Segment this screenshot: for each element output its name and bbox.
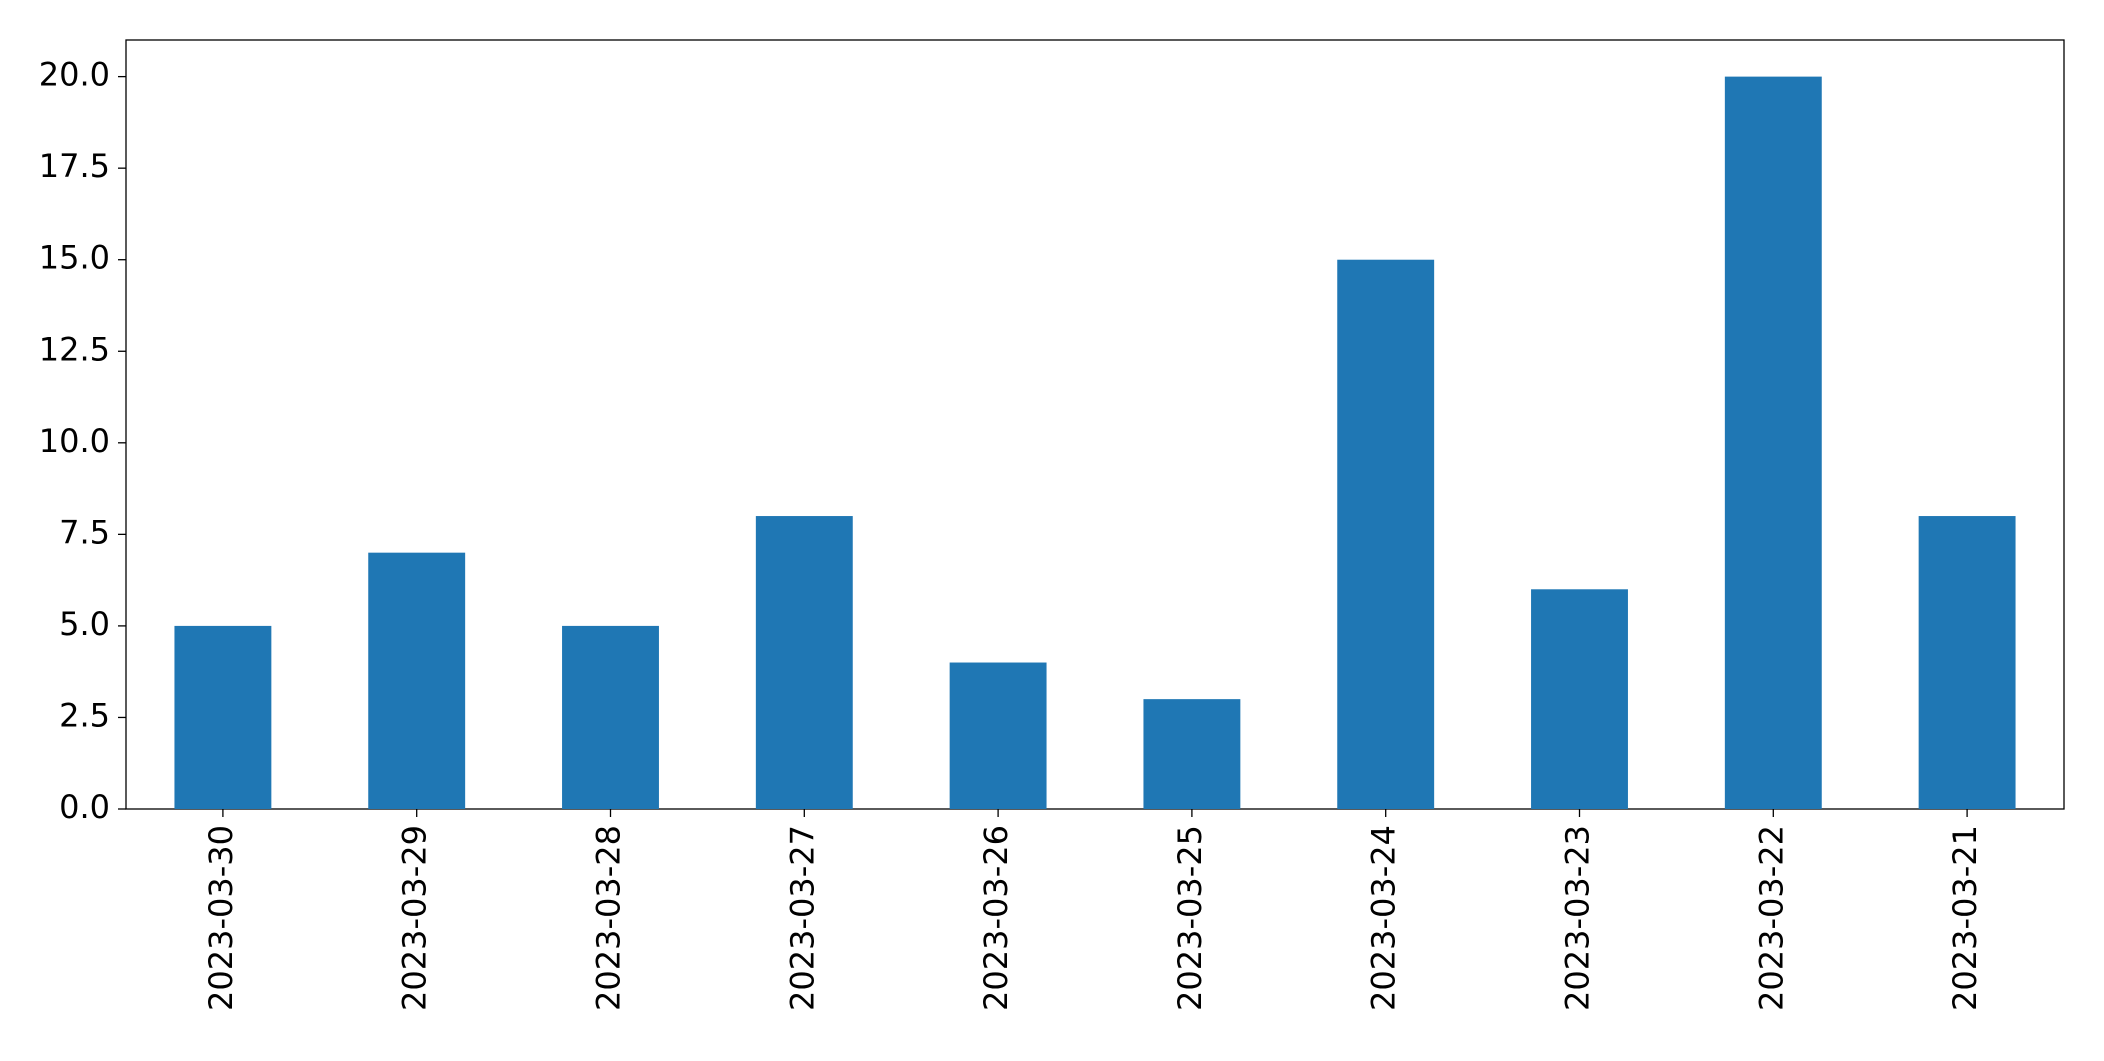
x-tick-label: 2023-03-21 xyxy=(1946,825,1984,1011)
plot-frame xyxy=(125,39,2065,810)
y-tick-label: 20.0 xyxy=(39,56,110,94)
x-tick-label: 2023-03-22 xyxy=(1752,825,1790,1011)
x-tick-label: 2023-03-30 xyxy=(202,825,240,1011)
bar xyxy=(368,552,466,809)
bar xyxy=(1531,589,1628,809)
x-tick-label: 2023-03-24 xyxy=(1365,825,1403,1011)
bar xyxy=(1724,76,1822,810)
bar xyxy=(755,516,853,809)
bar xyxy=(174,625,272,809)
y-tick-label: 5.0 xyxy=(59,605,110,643)
x-tick-label: 2023-03-28 xyxy=(590,825,628,1011)
y-tick-label: 0.0 xyxy=(59,788,110,826)
x-tick-label: 2023-03-25 xyxy=(1171,825,1209,1011)
y-tick-label: 10.0 xyxy=(39,422,110,460)
y-tick-label: 17.5 xyxy=(39,147,110,185)
bar xyxy=(1918,516,2016,809)
y-tick-label: 7.5 xyxy=(59,513,110,551)
x-tick-label: 2023-03-23 xyxy=(1559,825,1597,1011)
x-tick-label: 2023-03-29 xyxy=(396,825,434,1011)
y-tick-label: 12.5 xyxy=(39,330,110,368)
bar xyxy=(1337,259,1435,809)
bar xyxy=(562,625,659,809)
x-tick-label: 2023-03-26 xyxy=(977,825,1015,1011)
y-tick-label: 15.0 xyxy=(39,239,110,277)
x-tick-label: 2023-03-27 xyxy=(783,825,821,1011)
y-tick-label: 2.5 xyxy=(59,696,110,734)
bar xyxy=(949,662,1047,809)
bar xyxy=(1143,699,1241,809)
